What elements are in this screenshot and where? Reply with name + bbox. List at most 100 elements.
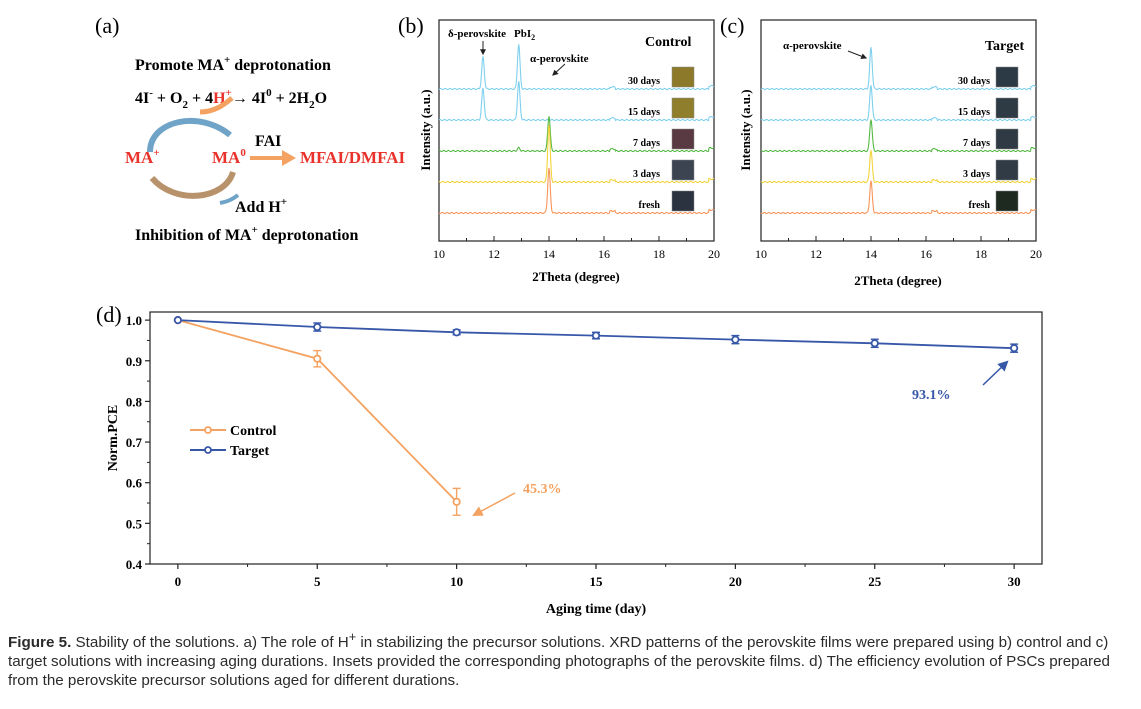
ytick-label: 0.7 bbox=[126, 435, 143, 450]
panel-c-legend-title: Target bbox=[985, 39, 1024, 54]
xtick-label: 20 bbox=[1030, 247, 1042, 261]
legend-control-label: Control bbox=[230, 424, 277, 439]
add-h-arrow bbox=[219, 193, 240, 205]
panel-c: (c) 10 12 14 16 18 20 2Theta (degree) Intensi… bbox=[720, 13, 1042, 288]
panel-c-traces bbox=[760, 47, 1037, 215]
product-label: MFAI/DMFAI bbox=[300, 148, 406, 167]
add-h-label: Add H+ bbox=[235, 196, 287, 216]
panel-a: (a) Promote MA+ deprotonation 4I- + O2 +… bbox=[95, 13, 406, 244]
inhibition-text: Inhibition of MA+ deprotonation bbox=[135, 224, 358, 244]
delta-perovskite-label: δ-perovskite bbox=[448, 28, 506, 40]
xtick-label: 10 bbox=[433, 247, 445, 261]
lower-cycle-arrow bbox=[149, 170, 236, 199]
trace-label: 15 days bbox=[958, 107, 990, 118]
fai-label: FAI bbox=[255, 133, 281, 150]
xtick-label: 12 bbox=[810, 247, 822, 261]
panel-b-traces bbox=[438, 44, 715, 215]
panel-b-xticks: 10 12 14 16 18 20 bbox=[433, 236, 720, 261]
control-retention-arrow bbox=[472, 492, 516, 516]
ytick-label: 0.6 bbox=[126, 476, 143, 491]
xtick-label: 0 bbox=[175, 574, 182, 589]
caption-rest: in stabilizing the precursor solutions. … bbox=[8, 634, 1111, 690]
panel-d-xlabel: Aging time (day) bbox=[546, 602, 647, 617]
promote-text: Promote MA+ deprotonation bbox=[135, 54, 331, 74]
film-photo-inset bbox=[671, 97, 695, 119]
panel-b-xlabel: 2Theta (degree) bbox=[532, 269, 619, 284]
panel-a-label: (a) bbox=[95, 13, 119, 38]
legend-target-label: Target bbox=[230, 444, 269, 459]
film-photo-inset bbox=[995, 159, 1019, 181]
alpha-arrow-c bbox=[847, 50, 868, 60]
xtick-label: 15 bbox=[590, 574, 604, 589]
xrd-trace-30-days bbox=[760, 47, 1037, 91]
xrd-trace-fresh bbox=[438, 167, 715, 215]
xtick-label: 14 bbox=[865, 247, 877, 261]
film-photo-inset bbox=[995, 66, 1019, 88]
data-point-control bbox=[452, 497, 461, 506]
xrd-trace-fresh bbox=[760, 180, 1037, 215]
reaction-equation: 4I- + O2 + 4H+→ 4I0 + 2H2O bbox=[135, 87, 327, 111]
caption-sup: + bbox=[348, 630, 357, 644]
xtick-label: 10 bbox=[450, 574, 463, 589]
trace-label: 3 days bbox=[963, 169, 990, 180]
fai-arrow bbox=[250, 150, 296, 166]
ytick-label: 0.4 bbox=[126, 557, 143, 572]
target-retention-arrow bbox=[982, 360, 1009, 386]
xtick-label: 12 bbox=[488, 247, 500, 261]
legend-control-marker bbox=[204, 426, 212, 434]
trace-label: 7 days bbox=[963, 138, 990, 149]
figure-caption: Figure 5. Stability of the solutions. a)… bbox=[8, 628, 1136, 690]
film-photo-inset bbox=[671, 128, 695, 150]
data-point-target bbox=[870, 339, 879, 348]
alpha-perovskite-label-b: α-perovskite bbox=[530, 53, 589, 65]
panel-d-label: (d) bbox=[96, 302, 122, 327]
xtick-label: 16 bbox=[598, 247, 610, 261]
control-retention-label: 45.3% bbox=[523, 482, 562, 497]
film-photo-inset bbox=[671, 66, 695, 88]
xrd-trace-7-days bbox=[760, 119, 1037, 153]
xrd-trace-3-days bbox=[438, 124, 715, 184]
xtick-label: 10 bbox=[755, 247, 767, 261]
ytick-label: 0.9 bbox=[126, 354, 143, 369]
panel-c-xlabel: 2Theta (degree) bbox=[854, 273, 941, 288]
panel-c-ylabel: Intensity (a.u.) bbox=[738, 89, 753, 170]
alpha-arrow-b bbox=[552, 63, 566, 76]
xtick-label: 25 bbox=[868, 574, 882, 589]
panel-b: (b) 10 12 14 16 18 20 2Theta (degree) Intensi… bbox=[398, 13, 720, 284]
trace-label: 30 days bbox=[958, 76, 990, 87]
ytick-label: 0.8 bbox=[126, 394, 143, 409]
panel-b-legend-title: Control bbox=[645, 35, 692, 50]
panel-d: (d) 0 5 10 15 20 25 30 0.4 0.5 0.6 0.7 0.8 0.9 1.0 Ag… bbox=[96, 302, 1043, 617]
alpha-perovskite-label-c: α-perovskite bbox=[783, 40, 842, 52]
panel-c-insets: 30 days 15 days 7 days 3 days fresh bbox=[958, 66, 1019, 212]
data-point-control bbox=[313, 354, 322, 363]
data-point-target bbox=[591, 331, 601, 340]
panel-d-legend: Control Target bbox=[190, 424, 277, 459]
legend-target-marker bbox=[204, 446, 212, 454]
panel-d-ylabel: Norm.PCE bbox=[106, 405, 121, 472]
data-point-target bbox=[1010, 344, 1019, 353]
xtick-label: 20 bbox=[708, 247, 720, 261]
xtick-label: 18 bbox=[653, 247, 665, 261]
trace-label: 15 days bbox=[628, 107, 660, 118]
xtick-label: 14 bbox=[543, 247, 555, 261]
panel-b-insets: 30 days 15 days 7 days 3 days fresh bbox=[628, 66, 695, 212]
data-point-target bbox=[173, 316, 182, 325]
panel-c-label: (c) bbox=[720, 13, 744, 38]
pbi2-label: PbI2 bbox=[514, 28, 535, 42]
film-photo-inset bbox=[995, 190, 1019, 212]
ytick-label: 0.5 bbox=[126, 516, 143, 531]
data-point-target bbox=[313, 322, 322, 332]
film-photo-inset bbox=[995, 97, 1019, 119]
panel-d-ticks: 0 5 10 15 20 25 30 0.4 0.5 0.6 0.7 0.8 0.9 1.0 bbox=[126, 313, 1021, 589]
xrd-trace-30-days bbox=[438, 44, 715, 91]
ytick-label: 1.0 bbox=[126, 313, 142, 328]
trace-label: fresh bbox=[639, 200, 661, 211]
xtick-label: 20 bbox=[729, 574, 742, 589]
xrd-trace-15-days bbox=[438, 81, 715, 122]
xtick-label: 5 bbox=[314, 574, 321, 589]
series-line-control bbox=[177, 319, 458, 503]
xtick-label: 18 bbox=[975, 247, 987, 261]
film-photo-inset bbox=[995, 128, 1019, 150]
xtick-label: 30 bbox=[1008, 574, 1021, 589]
